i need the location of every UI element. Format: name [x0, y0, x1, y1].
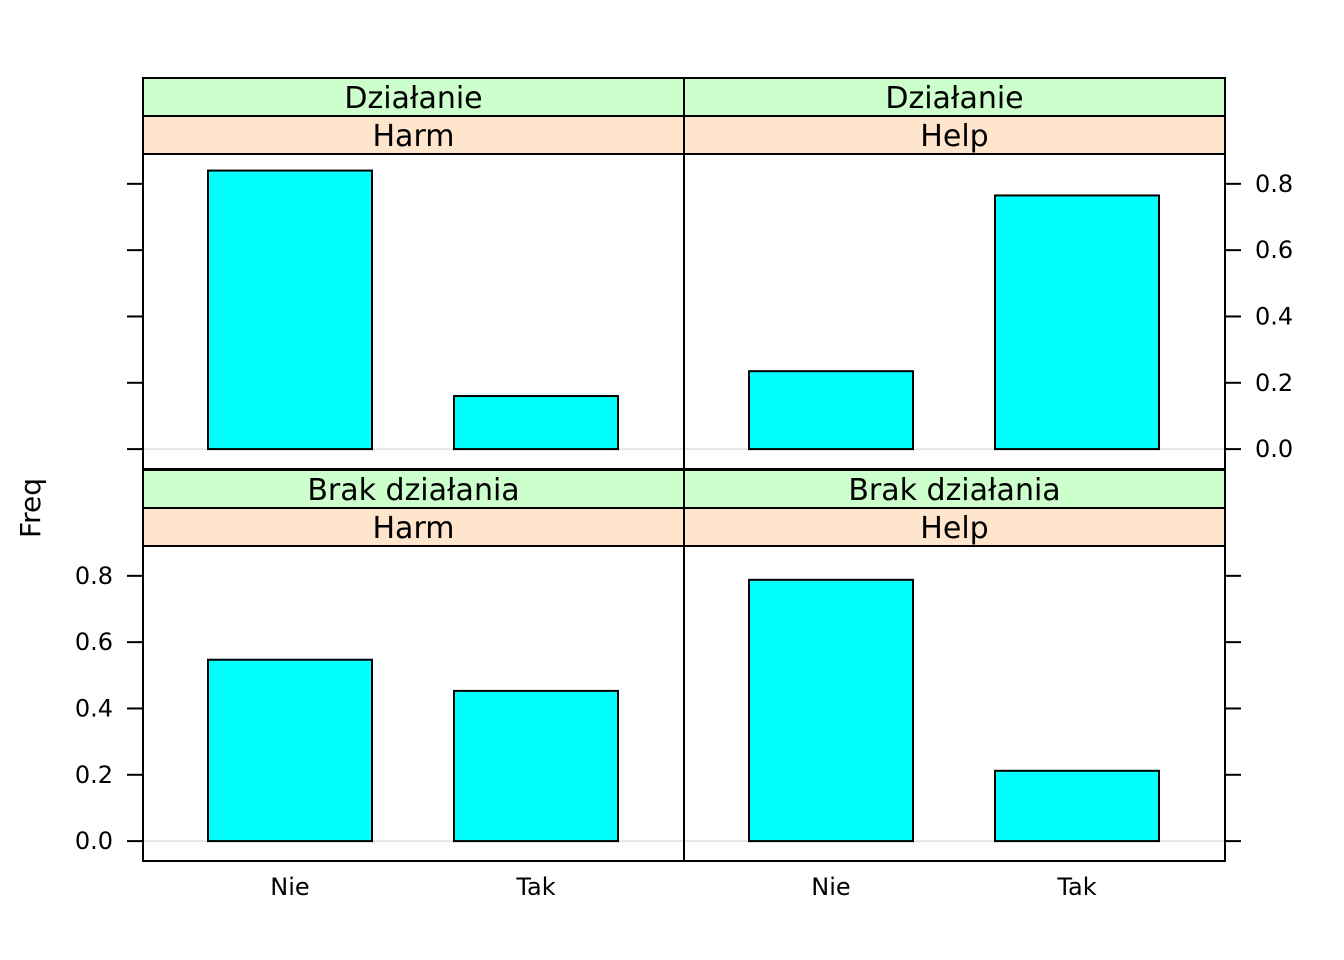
- y-tick-label: 0.8: [75, 562, 113, 590]
- inner-strip-label: Harm: [373, 119, 455, 154]
- bar-nie: [748, 578, 914, 843]
- inner-strip-label: Help: [920, 511, 988, 546]
- y-tick-label: 0.0: [1255, 435, 1293, 463]
- bar-nie: [207, 169, 373, 451]
- bar-nie: [207, 658, 373, 843]
- y-tick-label: 0.6: [1255, 236, 1293, 264]
- outer-strip: [142, 77, 685, 117]
- bar-tak: [994, 194, 1160, 451]
- outer-strip-label: Działanie: [885, 81, 1023, 116]
- inner-strip-label: Harm: [373, 511, 455, 546]
- y-tick-label: 0.6: [75, 628, 113, 656]
- inner-strip-label: Help: [920, 119, 988, 154]
- panels: DziałanieHarmDziałanieHelp0.00.20.40.60.…: [75, 77, 1293, 901]
- x-tick-label: Tak: [1056, 873, 1096, 901]
- outer-strip: [142, 469, 685, 509]
- y-tick-label: 0.8: [1255, 170, 1293, 198]
- y-tick-label: 0.2: [1255, 369, 1293, 397]
- outer-strip-label: Brak działania: [848, 473, 1060, 508]
- x-tick-label: Tak: [515, 873, 555, 901]
- y-tick-label: 0.4: [75, 694, 113, 722]
- outer-strip-label: Brak działania: [307, 473, 519, 508]
- inner-strip: [683, 507, 1226, 547]
- x-tick-label: Nie: [270, 873, 309, 901]
- bar-tak: [453, 395, 619, 451]
- y-tick-label: 0.4: [1255, 302, 1293, 330]
- outer-strip: [683, 469, 1226, 509]
- inner-strip: [683, 115, 1226, 155]
- bar-tak: [453, 689, 619, 843]
- x-tick-label: Nie: [811, 873, 850, 901]
- y-axis-title: Freq: [14, 478, 47, 538]
- y-tick-label: 0.2: [75, 761, 113, 789]
- bar-nie: [748, 370, 914, 451]
- inner-strip: [142, 115, 685, 155]
- panel-border: [683, 545, 1226, 862]
- outer-strip-label: Działanie: [344, 81, 482, 116]
- bar-tak: [994, 769, 1160, 843]
- y-tick-label: 0.0: [75, 827, 113, 855]
